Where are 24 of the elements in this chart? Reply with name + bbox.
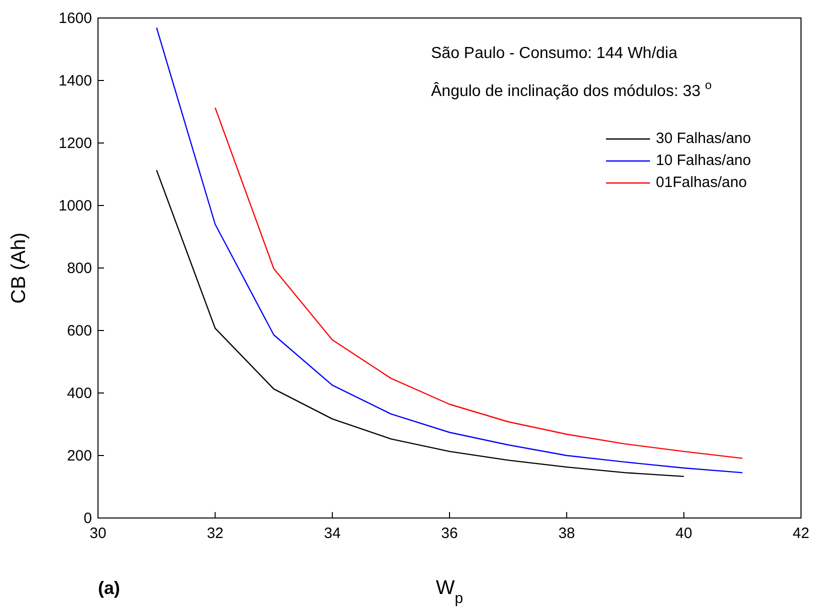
y-tick-label: 1200 (58, 135, 92, 152)
legend-label: 10 Falhas/ano (656, 151, 751, 171)
x-tick-label: 36 (441, 525, 458, 542)
x-tick-label: 42 (792, 525, 810, 542)
y-tick-label: 1400 (58, 72, 92, 90)
y-axis-title: CB (Ah) (8, 232, 30, 304)
x-tick-label: 34 (324, 525, 341, 542)
text: (a) (98, 578, 120, 598)
x-tick-label: 30 (90, 525, 106, 542)
x-axis-title: W$_{p}$ (436, 577, 464, 606)
y-tick-label: 800 (66, 260, 92, 277)
x-tick-label: 32 (206, 525, 224, 542)
legend-label: 01Falhas/ano (656, 173, 747, 193)
annotation: Ângulo de inclinação dos módulos: 33 $^{o}$ (431, 78, 712, 100)
y-tick-label: 0 (84, 510, 92, 527)
x-tick-label: 38 (558, 525, 576, 542)
y-tick-label: 1600 (58, 10, 92, 27)
annotation: São Paulo - Consumo: 144 Wh/dia (431, 45, 678, 62)
y-tick-label: 1000 (58, 198, 92, 214)
y-tick-label: 400 (66, 385, 92, 402)
legend-label: 30 Falhas/ano (656, 129, 751, 149)
y-tick-label: 200 (66, 448, 92, 464)
y-tick-label: 600 (66, 322, 92, 340)
x-tick-label: 40 (675, 525, 692, 542)
